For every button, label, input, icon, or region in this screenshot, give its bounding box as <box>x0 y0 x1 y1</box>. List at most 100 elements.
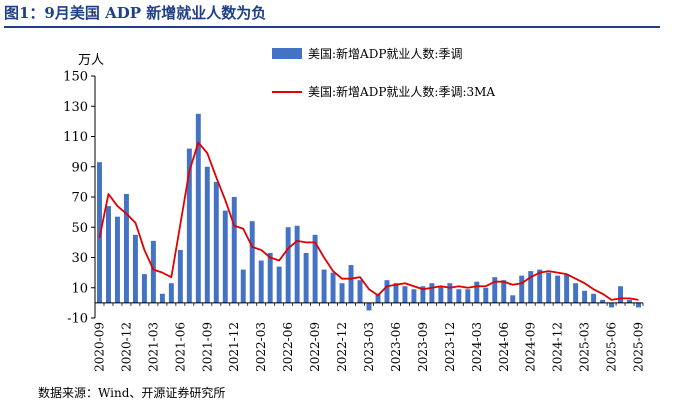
x-tick-label: 2023-03 <box>362 322 376 372</box>
x-tick-label: 2022-03 <box>254 322 268 372</box>
legend: 美国:新增ADP就业人数:季调 美国:新增ADP就业人数:季调:3MA <box>272 46 495 99</box>
bar-2025-09 <box>636 302 641 308</box>
bar-2024-01 <box>456 289 462 303</box>
bar-2024-09 <box>528 271 534 303</box>
bar-2024-03 <box>474 281 480 303</box>
x-tick-label: 2024-03 <box>470 322 484 372</box>
y-unit-label: 万人 <box>78 53 104 68</box>
legend-line-label: 美国:新增ADP就业人数:季调:3MA <box>308 84 495 99</box>
y-tick-label: 70 <box>71 191 88 206</box>
bar-2022-07 <box>294 225 300 303</box>
bar-2022-12 <box>339 283 345 303</box>
bar-2025-06 <box>609 302 615 308</box>
figure-title: 图1：9月美国 ADP 新增就业人数为负 <box>4 4 267 22</box>
x-tick-label: 2022-09 <box>308 322 322 372</box>
bar-2021-06 <box>177 249 183 303</box>
x-tick-label: 2022-06 <box>281 322 295 372</box>
bar-2022-08 <box>303 252 309 303</box>
bar-2024-06 <box>501 280 507 303</box>
bar-2025-04 <box>591 293 597 303</box>
bar-2021-03 <box>150 240 156 303</box>
bar-2022-09 <box>312 234 318 303</box>
bar-2024-11 <box>546 272 552 303</box>
bar-2024-10 <box>537 269 543 303</box>
bar-2021-04 <box>159 293 165 303</box>
bar-2020-09 <box>97 162 102 303</box>
x-tick-label: 2021-12 <box>227 322 241 372</box>
x-tick-label: 2021-03 <box>146 322 160 372</box>
bar-2022-11 <box>330 272 336 303</box>
bar-2023-08 <box>411 289 417 303</box>
x-tick-label: 2025-06 <box>605 322 619 372</box>
source-note: 数据来源：Wind、开源证券研究所 <box>38 386 226 400</box>
x-tick-label: 2020-12 <box>119 322 133 372</box>
bar-2022-03 <box>258 260 264 303</box>
bar-2024-12 <box>555 275 561 303</box>
x-tick-label: 2024-09 <box>524 322 538 372</box>
x-tick-label: 2022-12 <box>335 322 349 372</box>
bar-2021-12 <box>231 197 237 303</box>
y-tick-label: 110 <box>63 130 88 145</box>
bar-2024-05 <box>492 277 498 303</box>
x-tick-label: 2024-12 <box>551 322 565 372</box>
x-tick-label: 2024-06 <box>497 322 511 372</box>
x-tick-label: 2021-09 <box>200 322 214 372</box>
bar-2023-11 <box>438 286 444 303</box>
bar-2024-02 <box>465 289 471 303</box>
bar-2021-09 <box>204 166 210 303</box>
bar-2025-05 <box>600 299 606 303</box>
bar-2022-10 <box>321 269 327 303</box>
bar-2022-04 <box>267 252 273 303</box>
bar-2022-01 <box>240 269 246 303</box>
bar-2025-08 <box>627 299 632 303</box>
bar-2022-02 <box>249 221 255 303</box>
y-tick-label: 50 <box>71 221 88 236</box>
bar-2024-08 <box>519 275 525 303</box>
bar-2023-01 <box>348 265 354 303</box>
bar-2025-03 <box>582 290 588 303</box>
bar-2021-07 <box>186 148 192 303</box>
bar-2023-03 <box>366 302 372 311</box>
bar-2021-11 <box>222 210 228 303</box>
legend-bar-label: 美国:新增ADP就业人数:季调 <box>308 46 462 61</box>
bar-2023-02 <box>357 280 363 303</box>
x-tick-label: 2023-09 <box>416 322 430 372</box>
bar-2021-01 <box>132 234 138 303</box>
y-tick-label: 10 <box>71 281 88 296</box>
bar-2023-04 <box>375 293 381 303</box>
bar-2023-06 <box>393 283 399 303</box>
x-tick-label: 2020-09 <box>92 322 106 372</box>
y-tick-label: 30 <box>71 251 88 266</box>
y-tick-label: 130 <box>63 100 88 115</box>
bar-2024-07 <box>510 295 516 303</box>
x-tick-label: 2021-06 <box>173 322 187 372</box>
x-tick-label: 2023-06 <box>389 322 403 372</box>
y-tick-label: -10 <box>67 312 88 327</box>
y-tick-label: 150 <box>63 70 88 85</box>
bar-2020-11 <box>114 216 120 303</box>
ma3-line <box>98 141 639 301</box>
bar-2021-05 <box>168 283 174 303</box>
bar-2020-12 <box>123 193 129 303</box>
bar-2021-08 <box>195 113 201 303</box>
bar-2020-10 <box>106 206 111 303</box>
bar-2024-04 <box>483 287 489 303</box>
bar-series <box>97 113 641 311</box>
title-divider <box>4 26 660 28</box>
bar-2023-09 <box>420 286 426 303</box>
bar-2025-02 <box>573 283 579 303</box>
x-tick-label: 2023-12 <box>443 322 457 372</box>
y-tick-label: 90 <box>71 160 88 175</box>
bar-2023-10 <box>429 283 435 303</box>
bar-2023-05 <box>384 280 390 303</box>
y-axis: -10 10 30 50 70 90 110 130 150 <box>63 70 96 327</box>
x-tick-label: 2025-09 <box>632 322 646 372</box>
x-axis: 2020-09 2020-12 2021-03 2021-06 2021-09 2021-… <box>92 302 646 372</box>
bar-2022-05 <box>276 266 282 303</box>
bar-2021-02 <box>141 274 147 303</box>
bar-2021-10 <box>213 181 219 303</box>
x-tick-label: 2025-03 <box>578 322 592 372</box>
line-series-group <box>98 141 639 301</box>
legend-bar-swatch <box>272 48 302 59</box>
